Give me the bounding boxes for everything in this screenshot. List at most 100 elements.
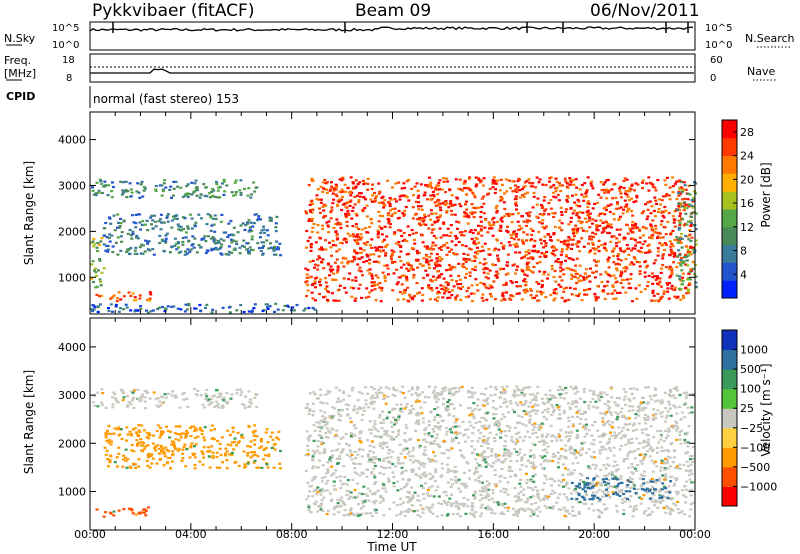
heatmap-cell <box>166 220 170 223</box>
heatmap-cell <box>397 433 400 436</box>
heatmap-cell <box>684 469 688 472</box>
heatmap-cell <box>541 219 545 222</box>
heatmap-cell <box>528 401 532 404</box>
heatmap-cell <box>174 242 178 245</box>
heatmap-cell <box>628 263 632 266</box>
heatmap-cell <box>446 471 450 474</box>
heatmap-cell <box>405 509 409 512</box>
heatmap-cell <box>512 513 516 516</box>
heatmap-cell <box>605 284 609 287</box>
heatmap-cell <box>193 237 197 240</box>
heatmap-cell <box>163 179 167 182</box>
heatmap-cell <box>574 287 577 290</box>
heatmap-cell <box>410 393 414 396</box>
heatmap-cell <box>554 280 558 283</box>
heatmap-cell <box>457 262 461 265</box>
heatmap-cell <box>399 407 403 410</box>
heatmap-cell <box>668 407 672 410</box>
heatmap-cell <box>653 186 657 189</box>
heatmap-cell <box>530 503 534 506</box>
heatmap-cell <box>463 503 467 506</box>
heatmap-cell <box>423 245 427 248</box>
heatmap-cell <box>206 399 210 402</box>
heatmap-cell <box>364 499 368 502</box>
heatmap-cell <box>505 405 509 408</box>
heatmap-cell <box>501 293 505 296</box>
heatmap-cell <box>567 431 571 434</box>
heatmap-cell <box>397 243 401 246</box>
heatmap-cell <box>336 265 340 268</box>
heatmap-cell <box>577 216 581 219</box>
heatmap-cell <box>688 233 692 236</box>
heatmap-cell <box>517 431 521 434</box>
heatmap-cell <box>319 388 323 391</box>
heatmap-cell <box>545 250 549 254</box>
heatmap-cell <box>668 240 672 243</box>
heatmap-cell <box>320 480 324 483</box>
heatmap-cell <box>495 211 499 214</box>
heatmap-cell <box>356 183 360 186</box>
heatmap-cell <box>506 481 510 484</box>
heatmap-cell <box>338 198 342 201</box>
heatmap-cell <box>475 404 479 407</box>
heatmap-cell <box>669 274 673 277</box>
heatmap-cell <box>479 179 483 182</box>
heatmap-cell <box>535 262 539 265</box>
heatmap-cell <box>583 410 587 413</box>
heatmap-cell <box>445 202 449 205</box>
heatmap-cell <box>232 248 236 251</box>
heatmap-cell <box>614 297 618 300</box>
heatmap-cell <box>249 196 253 199</box>
heatmap-cell <box>514 394 518 397</box>
heatmap-cell <box>652 418 655 421</box>
heatmap-cell <box>675 274 679 277</box>
heatmap-cell <box>500 299 504 302</box>
heatmap-cell <box>223 190 227 193</box>
heatmap-cell <box>531 494 535 497</box>
heatmap-cell <box>239 193 243 196</box>
heatmap-cell <box>222 399 226 402</box>
heatmap-cell <box>524 410 528 413</box>
heatmap-cell <box>146 298 149 302</box>
heatmap-cell <box>522 279 526 282</box>
heatmap-cell <box>407 450 411 453</box>
heatmap-cell <box>652 462 656 465</box>
heatmap-cell <box>281 309 285 312</box>
heatmap-cell <box>139 183 143 186</box>
heatmap-cell <box>164 186 168 189</box>
heatmap-cell <box>184 250 187 253</box>
heatmap-cell <box>582 199 586 202</box>
heatmap-cell <box>602 207 606 210</box>
heatmap-cell <box>138 213 142 216</box>
heatmap-cell <box>687 473 691 477</box>
heatmap-cell <box>391 471 395 474</box>
heatmap-cell <box>565 199 569 202</box>
heatmap-cell <box>669 497 673 500</box>
heatmap-cell <box>184 303 188 306</box>
heatmap-cell <box>430 289 434 292</box>
heatmap-cell <box>620 488 624 491</box>
heatmap-cell <box>368 225 372 229</box>
heatmap-cell <box>504 434 508 437</box>
heatmap-cell <box>446 281 450 285</box>
heatmap-cell <box>439 393 443 396</box>
heatmap-cell <box>215 400 219 403</box>
heatmap-cell <box>571 388 575 391</box>
heatmap-cell <box>351 181 355 184</box>
heatmap-cell <box>533 296 536 299</box>
heatmap-cell <box>656 399 660 402</box>
heatmap-cell <box>235 388 239 391</box>
heatmap-cell <box>642 446 646 449</box>
heatmap-cell <box>352 255 356 258</box>
heatmap-cell <box>334 193 338 196</box>
heatmap-cell <box>684 488 688 491</box>
heatmap-cell <box>632 263 636 266</box>
freq-label-line2: [MHz] <box>4 67 36 80</box>
heatmap-cell <box>476 398 480 401</box>
heatmap-cell <box>114 397 118 400</box>
heatmap-cell <box>215 180 218 184</box>
heatmap-cell <box>640 428 644 431</box>
heatmap-cell <box>486 231 490 234</box>
heatmap-cell <box>678 237 682 240</box>
heatmap-cell <box>690 204 694 207</box>
